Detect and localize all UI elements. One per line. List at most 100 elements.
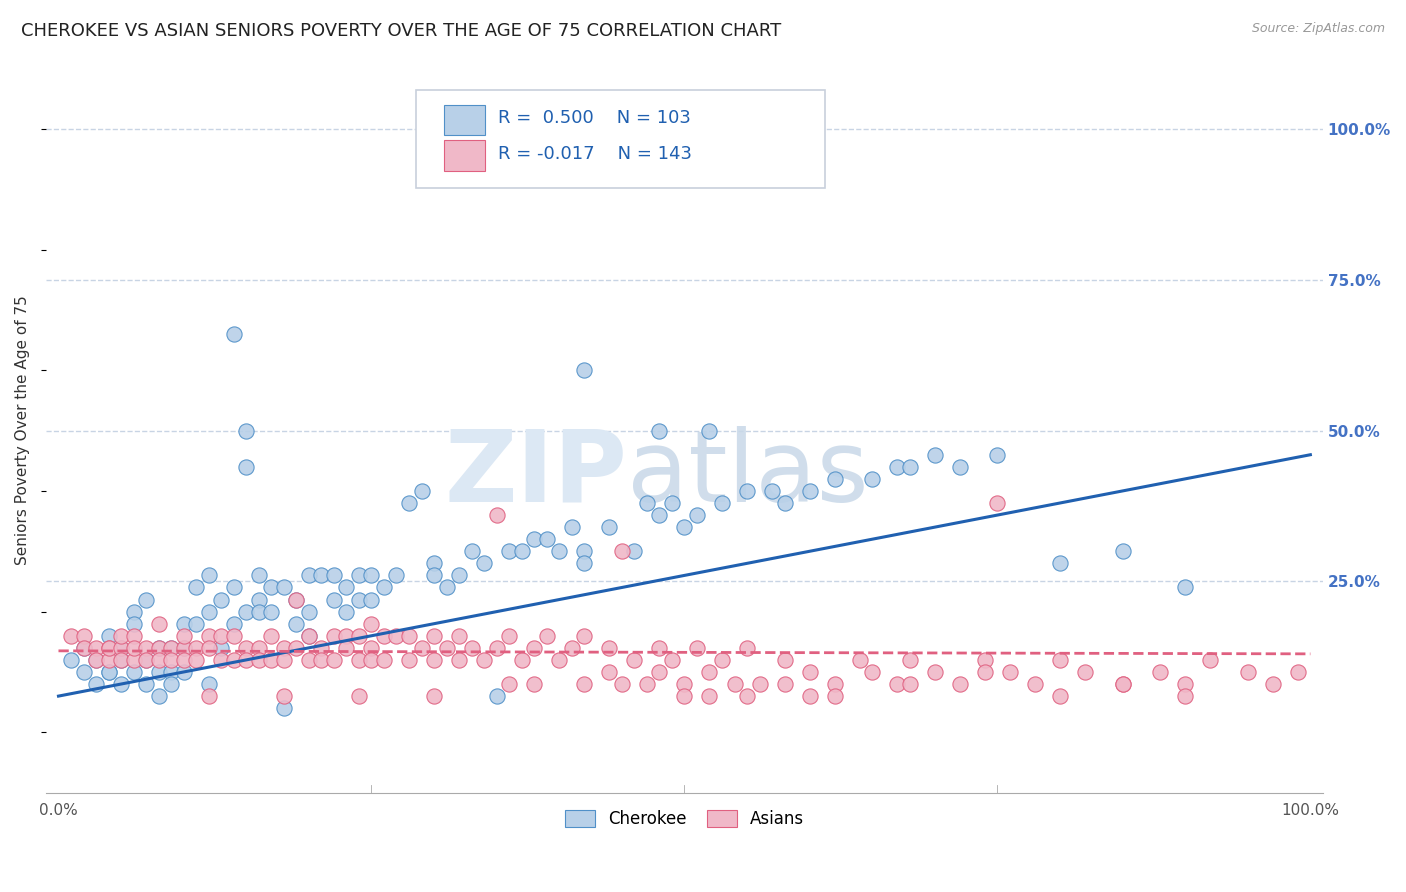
Point <box>398 496 420 510</box>
Point <box>148 653 170 667</box>
Point <box>222 581 245 595</box>
Point <box>285 640 308 655</box>
Point <box>536 532 558 546</box>
Point <box>735 110 758 124</box>
Point <box>97 640 120 655</box>
Point <box>860 665 883 679</box>
Point <box>510 544 533 558</box>
Text: R =  0.500    N = 103: R = 0.500 N = 103 <box>498 110 690 128</box>
Point <box>110 653 132 667</box>
FancyBboxPatch shape <box>444 104 485 136</box>
Point <box>636 677 658 691</box>
Point <box>209 592 232 607</box>
Point <box>648 640 671 655</box>
Point <box>510 653 533 667</box>
Point <box>799 483 821 498</box>
Point <box>360 568 382 582</box>
Text: Source: ZipAtlas.com: Source: ZipAtlas.com <box>1251 22 1385 36</box>
Point <box>773 496 796 510</box>
Point <box>72 629 94 643</box>
Point <box>360 616 382 631</box>
Point <box>986 496 1008 510</box>
Point <box>97 629 120 643</box>
Point <box>423 629 446 643</box>
Point <box>186 640 208 655</box>
FancyBboxPatch shape <box>444 140 485 170</box>
Point <box>84 640 107 655</box>
Point <box>197 568 219 582</box>
Point <box>598 665 620 679</box>
Point <box>235 640 257 655</box>
Point <box>574 677 596 691</box>
Point <box>122 629 145 643</box>
Point <box>848 653 870 667</box>
Point <box>209 640 232 655</box>
Point <box>472 557 495 571</box>
Point <box>298 605 321 619</box>
Point <box>748 677 770 691</box>
Point <box>472 653 495 667</box>
Point <box>60 629 83 643</box>
Point <box>485 689 508 703</box>
Point <box>1149 665 1171 679</box>
Point <box>335 581 357 595</box>
Point <box>322 592 344 607</box>
Point <box>97 640 120 655</box>
Point <box>485 640 508 655</box>
Point <box>173 640 195 655</box>
Point <box>335 629 357 643</box>
Point <box>173 665 195 679</box>
Point <box>686 508 709 522</box>
Point <box>135 653 157 667</box>
Point <box>235 424 257 438</box>
Point <box>548 653 571 667</box>
Point <box>648 665 671 679</box>
Point <box>949 459 972 474</box>
Point <box>574 557 596 571</box>
Point <box>148 640 170 655</box>
Point <box>273 701 295 715</box>
Point <box>423 568 446 582</box>
Point <box>673 677 696 691</box>
Point <box>84 653 107 667</box>
Point <box>949 677 972 691</box>
Point <box>122 605 145 619</box>
Point <box>598 520 620 534</box>
Point <box>197 605 219 619</box>
Point <box>197 629 219 643</box>
Point <box>449 653 471 667</box>
Point <box>72 640 94 655</box>
Point <box>322 629 344 643</box>
Point <box>173 629 195 643</box>
Point <box>260 653 283 667</box>
Point <box>311 640 333 655</box>
Point <box>773 653 796 667</box>
Point <box>824 689 846 703</box>
Point <box>436 640 458 655</box>
Point <box>1074 665 1097 679</box>
Point <box>898 677 921 691</box>
Point <box>699 689 721 703</box>
Point <box>436 581 458 595</box>
Point <box>998 665 1021 679</box>
Point <box>1111 544 1133 558</box>
Point <box>209 629 232 643</box>
Point <box>561 520 583 534</box>
Point <box>449 568 471 582</box>
Point <box>799 689 821 703</box>
Point <box>598 640 620 655</box>
Point <box>523 532 546 546</box>
Point <box>485 508 508 522</box>
Point <box>148 689 170 703</box>
Point <box>322 568 344 582</box>
Point <box>247 568 270 582</box>
Point <box>648 508 671 522</box>
Point <box>1236 665 1258 679</box>
Point <box>110 629 132 643</box>
Point <box>1174 581 1197 595</box>
Point <box>1049 557 1071 571</box>
Point <box>260 581 283 595</box>
Point <box>1174 677 1197 691</box>
Point <box>411 483 433 498</box>
Y-axis label: Seniors Poverty Over the Age of 75: Seniors Poverty Over the Age of 75 <box>15 296 30 566</box>
